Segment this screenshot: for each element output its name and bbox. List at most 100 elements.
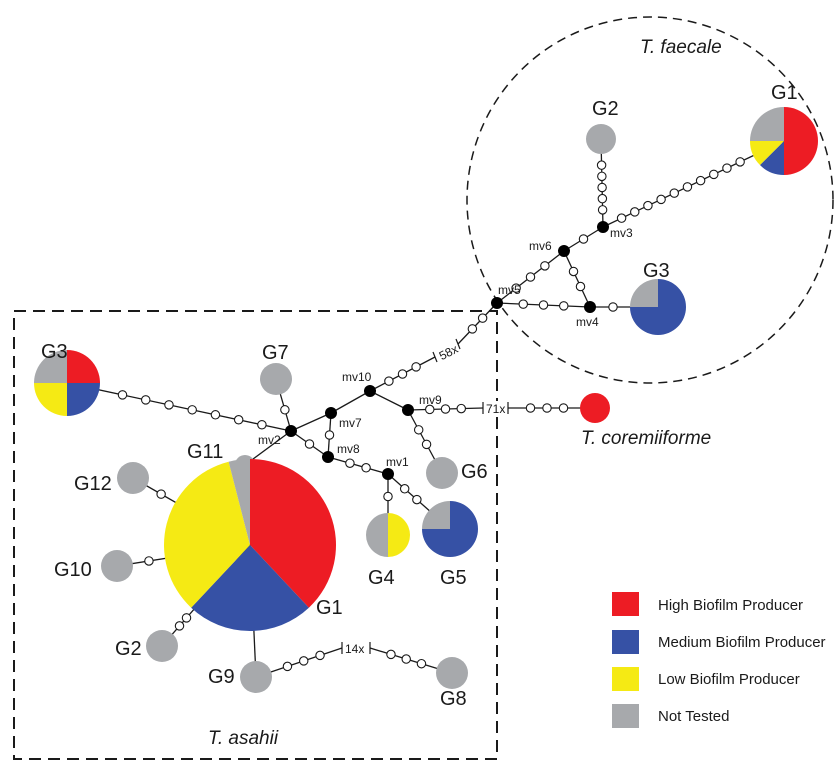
mv-label-1: mv1 xyxy=(386,455,409,469)
mv-label-10: mv10 xyxy=(342,370,372,384)
mutation-step xyxy=(412,494,422,505)
pie-slice-not_tested xyxy=(146,630,178,662)
pie-slice-high xyxy=(580,393,610,423)
mutation-step xyxy=(608,302,618,312)
mutation-step xyxy=(735,157,745,167)
mutation-step xyxy=(424,404,435,415)
mutation-step xyxy=(467,324,478,334)
genotype-label-asahii-g10: G10 xyxy=(54,559,92,581)
step-count-71x-label: 71x xyxy=(486,402,505,416)
mutation-step xyxy=(411,362,421,372)
median-vector-mv7 xyxy=(325,407,337,419)
mutation-step xyxy=(282,661,293,672)
mutation-step xyxy=(597,182,607,193)
faecale-cluster-outline xyxy=(466,16,834,384)
mutation-step xyxy=(597,193,608,204)
mutation-step xyxy=(164,400,174,410)
step-count-14x-label: 14x xyxy=(345,642,364,656)
network-edge-brk58b-mv5 xyxy=(457,302,498,345)
genotype-node-a-g8 xyxy=(436,657,468,689)
legend-label-not-tested: Not Tested xyxy=(658,708,729,725)
mutation-step xyxy=(181,613,192,623)
mutation-step xyxy=(630,207,640,217)
mutation-step xyxy=(174,621,185,631)
genotype-label-asahii-g5: G5 xyxy=(440,567,467,589)
pie-slice-medium xyxy=(759,141,784,175)
genotype-label-asahii-g6: G6 xyxy=(461,461,488,483)
mutation-step xyxy=(233,415,244,425)
genotype-label-faecale-g2: G2 xyxy=(592,98,619,120)
pie-slice-not_tested xyxy=(240,661,272,693)
genotype-node-a-g9 xyxy=(240,661,272,693)
median-vector-mv2 xyxy=(285,425,297,437)
genotype-node-f-g2 xyxy=(586,124,616,154)
legend-label-medium: Medium Biofilm Producer xyxy=(658,634,826,651)
pie-slice-not_tested xyxy=(630,279,658,307)
mv-label-3: mv3 xyxy=(610,226,633,240)
network-edge-a_G3-mv2 xyxy=(66,382,292,432)
mutation-step xyxy=(383,491,393,502)
mutation-step xyxy=(542,403,552,413)
mutation-step xyxy=(568,266,579,277)
step-count-14x: 14x xyxy=(341,641,371,656)
mutation-step xyxy=(709,169,719,180)
mutation-step xyxy=(421,439,432,450)
genotype-label-asahii-g12: G12 xyxy=(74,473,112,495)
genotype-label-faecale-g3: G3 xyxy=(643,260,670,282)
mutation-step xyxy=(596,160,607,170)
pie-slice-not_tested xyxy=(586,124,616,154)
mutation-step xyxy=(669,188,680,198)
median-vector-mv8 xyxy=(322,451,334,463)
network-edge-mv6-mv4 xyxy=(563,250,591,308)
mutation-step xyxy=(597,205,608,215)
pie-slice-not_tested xyxy=(422,501,450,529)
mutation-step xyxy=(187,405,197,415)
pie-slice-not_tested xyxy=(260,363,292,395)
pie-slice-not_tested xyxy=(750,107,784,141)
cluster-label-coremiiforme: T. coremiiforme xyxy=(581,428,711,449)
legend-swatch-high xyxy=(612,592,639,616)
genotype-label-asahii-g1: G1 xyxy=(316,597,343,619)
mutation-step xyxy=(345,458,355,468)
mutation-step xyxy=(456,403,467,414)
genotype-label-asahii-g11: G11 xyxy=(187,441,223,463)
pie-slice-low xyxy=(163,461,250,608)
mutation-step xyxy=(525,272,536,282)
genotype-label-asahii-g3: G3 xyxy=(41,341,68,363)
genotype-node-a-g12 xyxy=(117,462,149,494)
mv-label-5: mv5 xyxy=(498,283,521,297)
step-count-71x: 71x xyxy=(482,401,509,416)
pie-slice-low xyxy=(388,513,410,557)
genotype-node-a-g7 xyxy=(260,363,292,395)
pie-slice-not_tested xyxy=(366,513,388,557)
mutation-step xyxy=(324,430,335,440)
genotype-node-a-g1 xyxy=(163,459,336,631)
mutation-step xyxy=(643,200,653,211)
pie-slice-not_tested xyxy=(228,459,250,545)
mutation-step xyxy=(722,163,732,173)
mutation-step xyxy=(538,300,549,310)
pie-slice-high xyxy=(784,107,818,175)
genotype-node-a-g3 xyxy=(34,350,100,416)
pie-slice-not_tested xyxy=(117,462,149,494)
mutation-step xyxy=(361,463,371,473)
genotype-node-a-g4 xyxy=(366,513,410,557)
median-vector-mv3 xyxy=(597,221,609,233)
mutation-step xyxy=(540,261,550,271)
genotype-label-faecale-g1: G1 xyxy=(771,82,798,104)
legend-swatch-medium xyxy=(612,630,639,654)
median-vector-mv1 xyxy=(382,468,394,480)
pie-slice-not_tested xyxy=(101,550,133,582)
legend: High Biofilm Producer Medium Biofilm Pro… xyxy=(612,592,826,728)
median-vector-mv10 xyxy=(364,385,376,397)
mutation-step xyxy=(416,658,427,669)
mutation-step xyxy=(210,410,221,420)
mutation-step xyxy=(384,376,394,386)
mutation-step xyxy=(440,404,451,414)
median-vector-mv5 xyxy=(491,297,503,309)
genotype-node-f-g3 xyxy=(630,279,686,335)
genotype-node-a-g10 xyxy=(101,550,133,582)
mutation-step xyxy=(401,654,411,664)
genotype-node-a-g2 xyxy=(146,630,178,662)
